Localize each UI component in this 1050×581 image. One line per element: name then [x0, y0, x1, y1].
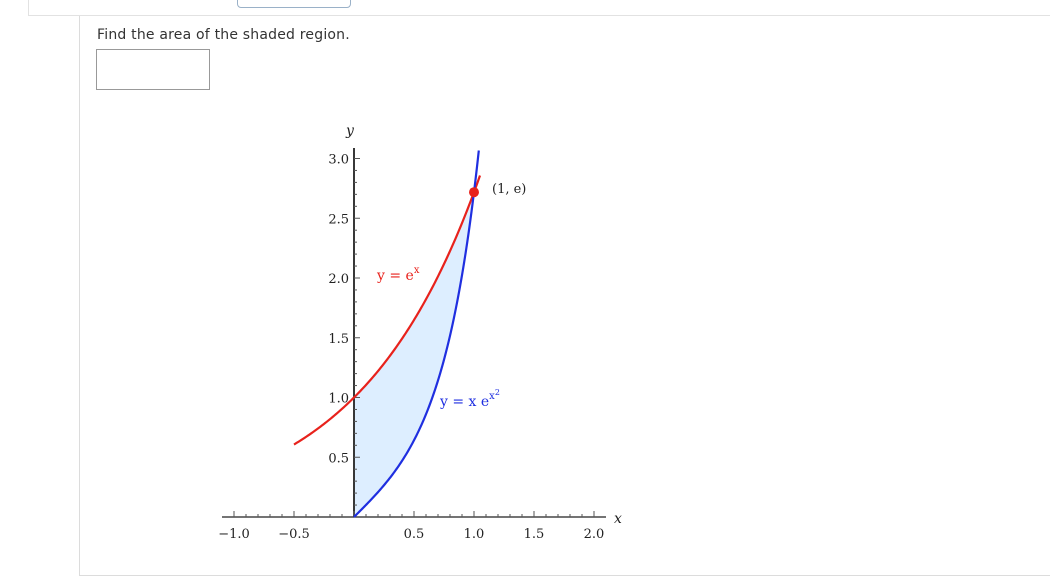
x-tick-label: 0.5	[404, 527, 425, 542]
xex2-curve-label-main: y = x e	[439, 394, 489, 410]
y-tick-label: 3.0	[328, 153, 349, 168]
content-panel	[79, 16, 1050, 576]
exp-curve-label-sup: x	[414, 265, 420, 276]
x-tick-label: 2.0	[584, 527, 605, 542]
x-tick-label: 1.0	[464, 527, 485, 542]
shaded-region	[354, 192, 474, 518]
top-bar	[28, 0, 1050, 16]
x-tick-label: −1.0	[218, 527, 250, 542]
axes: −1.0 −0.5 0.5 1.0 1.5 2.0 0.5 1.0 1.5 2.0 2.5 3.0	[218, 148, 606, 542]
y-tick-label: 1.5	[328, 332, 349, 347]
x-tick-label: 1.5	[524, 527, 545, 542]
axis-y-label: y	[345, 123, 355, 139]
answer-input[interactable]	[96, 49, 210, 90]
xex2-curve-label-sup2: 2	[495, 388, 500, 397]
xex2-curve	[353, 150, 480, 518]
axis-x-label: x	[614, 511, 622, 527]
top-tab[interactable]	[237, 0, 351, 8]
y-tick-label: 0.5	[328, 451, 349, 466]
xex2-curve-label-sup: x	[489, 391, 495, 402]
y-tick-label: 2.0	[328, 272, 349, 287]
exp-curve	[293, 175, 482, 446]
question-prompt: Find the area of the shaded region.	[97, 27, 350, 43]
y-tick-label: 2.5	[328, 212, 349, 227]
y-tick-label: 1.0	[328, 392, 349, 407]
exp-curve-label: y = ex	[376, 265, 420, 284]
exp-curve-label-main: y = e	[376, 268, 414, 284]
point-label: (1, e)	[492, 182, 526, 197]
xex2-curve-label: y = x ex2	[439, 388, 500, 410]
x-tick-label: −0.5	[278, 527, 310, 542]
intersection-point	[469, 187, 479, 198]
